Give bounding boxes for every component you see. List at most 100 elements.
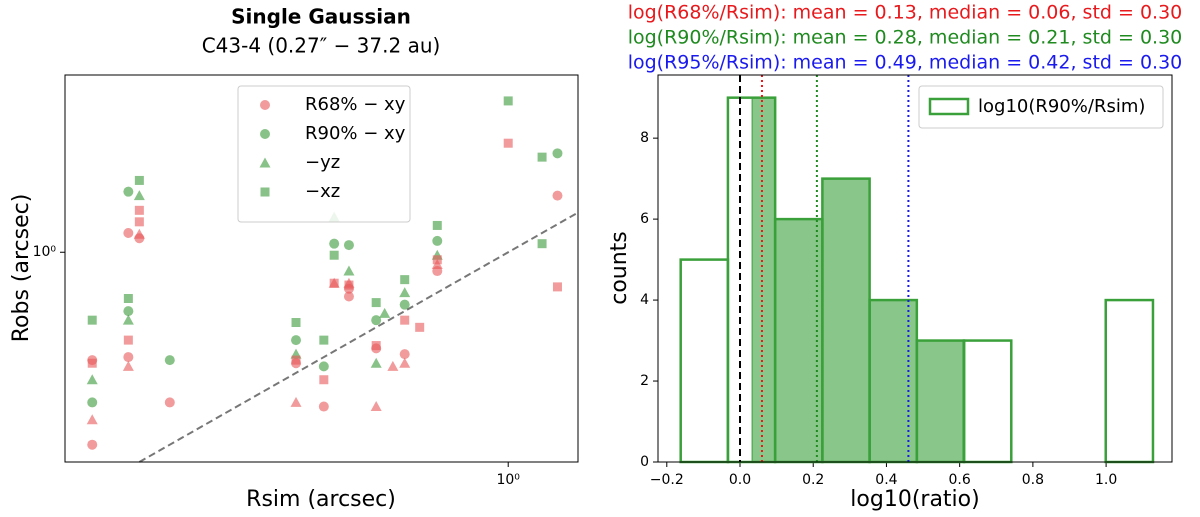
marker xyxy=(134,175,144,185)
legend-label: R68% − xy xyxy=(305,94,406,115)
legend-box xyxy=(237,85,411,223)
marker xyxy=(379,307,391,318)
marker xyxy=(87,358,97,368)
y-tick-label: 2 xyxy=(640,373,649,389)
marker xyxy=(122,360,134,371)
legend-label: log10(R90%/Rsim) xyxy=(978,96,1145,117)
marker xyxy=(399,287,411,298)
marker xyxy=(164,355,175,366)
marker xyxy=(122,314,134,325)
marker xyxy=(399,357,411,368)
marker xyxy=(552,148,563,159)
marker xyxy=(123,352,134,363)
marker xyxy=(318,361,329,372)
x-tick-label: 0.6 xyxy=(949,472,971,488)
marker xyxy=(260,100,270,110)
y-axis-label: counts xyxy=(607,231,632,305)
marker xyxy=(370,401,382,412)
marker xyxy=(371,315,382,326)
histogram-bar xyxy=(774,218,823,463)
marker xyxy=(87,439,98,450)
y-tick-label: 10⁰ xyxy=(33,244,57,260)
marker xyxy=(400,315,410,325)
marker xyxy=(432,220,442,230)
marker xyxy=(371,298,381,308)
annotation: log(R90%/Rsim): mean = 0.28, median = 0.… xyxy=(628,27,1183,49)
marker xyxy=(432,255,442,265)
legend-label: −xz xyxy=(305,181,340,202)
x-tick-label: 0.0 xyxy=(729,472,751,488)
marker xyxy=(123,186,134,197)
marker xyxy=(329,278,339,288)
legend-label: −yz xyxy=(305,152,340,173)
plot-frame xyxy=(64,74,579,463)
chart-subtitle: C43-4 (0.27″ − 37.2 au) xyxy=(202,34,441,58)
marker xyxy=(552,282,562,292)
histogram-bar xyxy=(869,299,918,463)
marker xyxy=(260,187,270,197)
marker xyxy=(319,335,329,345)
marker xyxy=(87,397,98,408)
y-tick-label: 4 xyxy=(640,292,649,308)
histogram-bar xyxy=(916,340,964,463)
marker xyxy=(291,355,301,365)
marker xyxy=(552,190,563,201)
y-tick-label: 6 xyxy=(640,211,649,227)
marker xyxy=(259,157,271,168)
marker xyxy=(87,315,97,325)
marker xyxy=(329,250,339,260)
marker xyxy=(503,96,513,106)
y-axis-label: Robs (arcsec) xyxy=(9,194,34,343)
marker xyxy=(432,235,443,246)
marker xyxy=(344,280,354,290)
marker xyxy=(371,341,381,351)
marker xyxy=(260,129,270,139)
marker xyxy=(291,318,301,328)
legend-label: R90% − xy xyxy=(305,123,406,144)
marker xyxy=(415,322,425,332)
legend-swatch xyxy=(928,97,970,116)
histogram-bar xyxy=(821,178,871,463)
marker xyxy=(399,349,410,360)
marker xyxy=(343,291,354,302)
marker xyxy=(291,335,302,346)
marker xyxy=(343,265,355,276)
annotation: log(R95%/Rsim): mean = 0.49, median = 0.… xyxy=(628,52,1183,74)
marker xyxy=(290,396,302,407)
legend-box xyxy=(918,85,1164,129)
marker xyxy=(399,299,410,310)
marker xyxy=(123,294,133,304)
annotation: log(R68%/Rsim): mean = 0.13, median = 0.… xyxy=(628,2,1183,24)
x-tick-label: 10⁰ xyxy=(496,472,520,488)
marker xyxy=(164,397,175,408)
marker xyxy=(123,335,133,345)
marker xyxy=(329,238,340,249)
marker xyxy=(537,239,547,249)
x-tick-label: −0.2 xyxy=(650,472,684,488)
chart-title: Single Gaussian xyxy=(231,5,411,29)
x-tick-label: 0.8 xyxy=(1022,472,1044,488)
marker xyxy=(387,360,399,371)
marker xyxy=(503,138,513,148)
marker xyxy=(123,227,134,238)
marker xyxy=(400,275,410,285)
plot-frame xyxy=(657,74,1173,463)
y-tick-label: 8 xyxy=(640,130,649,146)
marker xyxy=(318,401,329,412)
x-tick-label: 0.4 xyxy=(875,472,897,488)
marker xyxy=(319,375,329,385)
x-axis-label: Rsim (arcsec) xyxy=(246,487,396,512)
marker xyxy=(123,306,134,317)
reference-line xyxy=(138,211,579,463)
marker xyxy=(343,240,354,251)
x-axis-label: log10(ratio) xyxy=(850,487,979,512)
marker xyxy=(134,217,144,227)
y-tick-label: 0 xyxy=(640,454,649,470)
marker xyxy=(537,152,547,162)
marker xyxy=(133,190,145,201)
x-tick-label: 1.0 xyxy=(1095,472,1117,488)
marker xyxy=(86,374,98,385)
marker xyxy=(86,414,98,425)
marker xyxy=(133,228,145,239)
